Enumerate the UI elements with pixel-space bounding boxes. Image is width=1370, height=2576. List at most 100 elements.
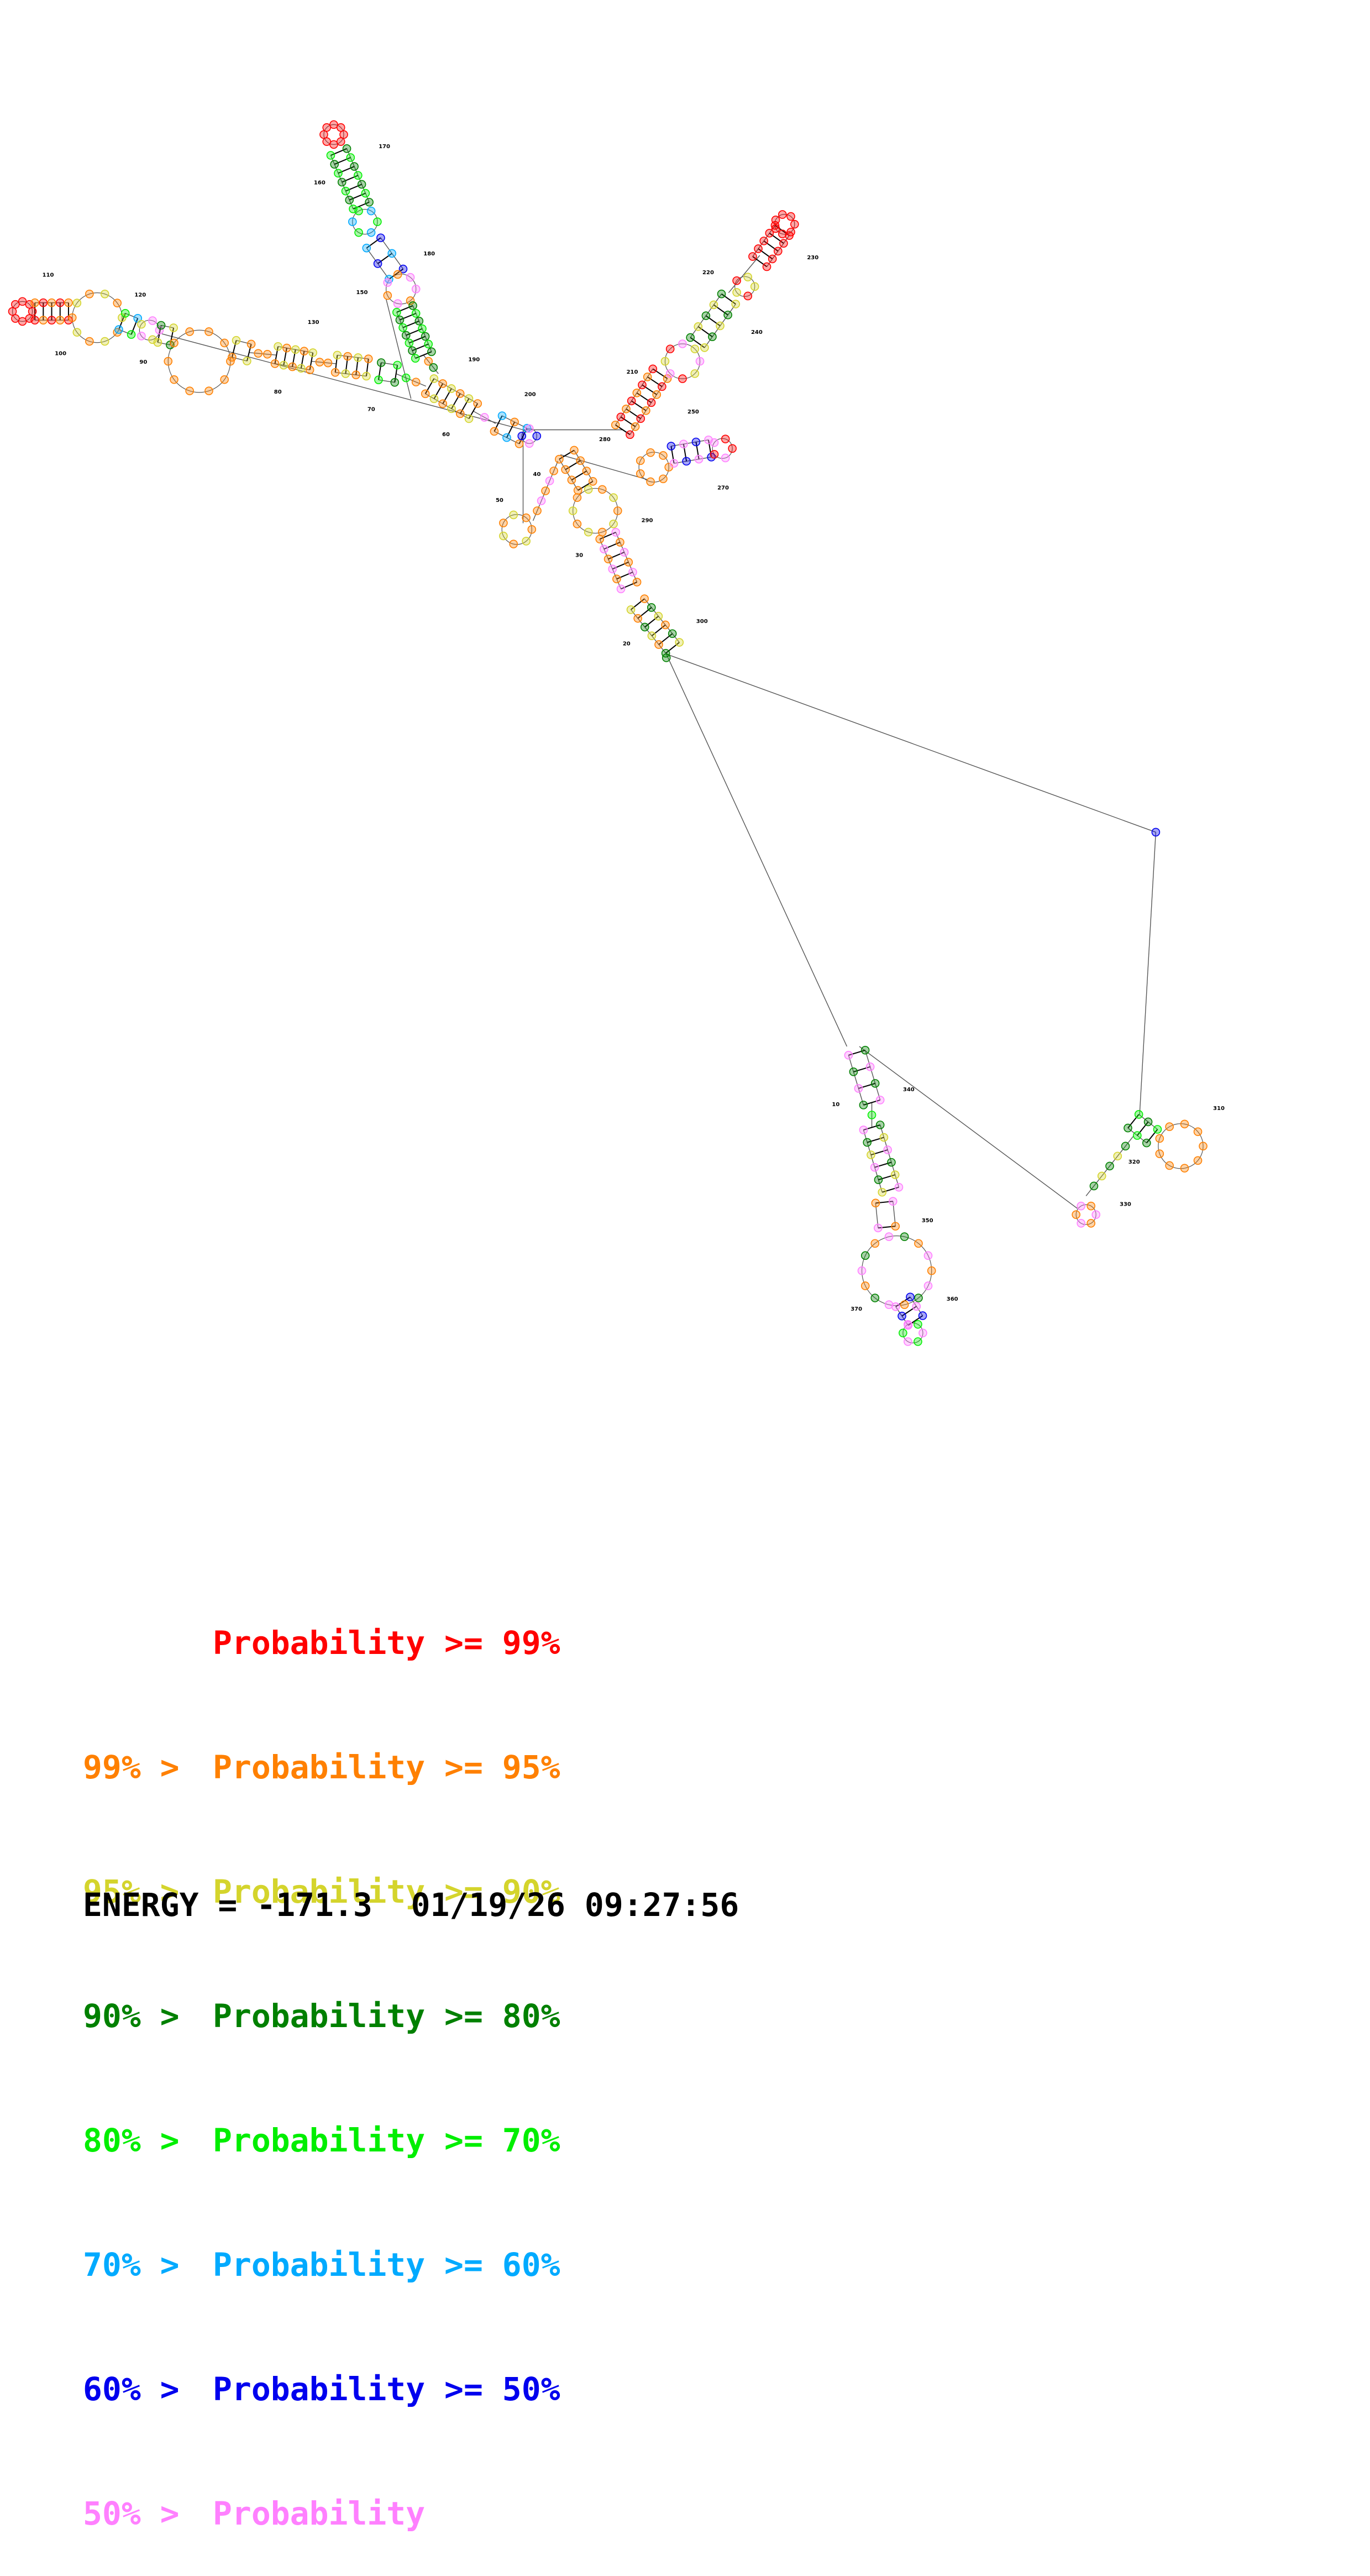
nucleotide bbox=[731, 300, 741, 308]
base-pair bbox=[396, 305, 413, 313]
base-pair bbox=[334, 157, 351, 165]
nucleotide bbox=[366, 206, 376, 216]
nucleotide bbox=[647, 398, 656, 407]
nucleotide bbox=[860, 1281, 870, 1290]
nucleotide bbox=[871, 1198, 880, 1208]
nucleotide bbox=[408, 346, 417, 355]
position-label: 130 bbox=[308, 320, 319, 326]
nucleotide bbox=[204, 386, 213, 395]
nucleotide bbox=[675, 638, 684, 647]
nucleotide bbox=[411, 285, 421, 294]
base-pair bbox=[665, 642, 680, 654]
loop-backbone bbox=[139, 320, 160, 341]
loop-backbone bbox=[167, 329, 231, 393]
nucleotide bbox=[576, 456, 585, 465]
nucleotide bbox=[429, 363, 438, 372]
legend-label: Probability bbox=[213, 2246, 426, 2284]
base-pair bbox=[349, 192, 366, 201]
nucleotide bbox=[72, 328, 82, 337]
legend-suffix: >= 60% bbox=[444, 2246, 560, 2284]
base-pair bbox=[758, 248, 773, 260]
base-pair bbox=[494, 415, 503, 432]
position-label: 370 bbox=[851, 1306, 862, 1312]
nucleotide bbox=[626, 605, 636, 614]
nucleotide bbox=[663, 374, 672, 383]
nucleotide bbox=[646, 477, 655, 486]
nucleotide bbox=[67, 313, 77, 322]
nucleotide bbox=[341, 369, 350, 378]
nucleotide bbox=[455, 389, 465, 398]
nucleotide bbox=[322, 137, 332, 146]
nucleotide bbox=[357, 180, 366, 189]
position-label: 340 bbox=[903, 1087, 915, 1093]
nucleotide bbox=[499, 531, 508, 541]
nucleotide bbox=[55, 316, 65, 324]
nucleotide bbox=[300, 347, 309, 356]
nucleotide bbox=[308, 348, 317, 357]
nucleotide bbox=[914, 1320, 922, 1329]
nucleotide bbox=[595, 535, 605, 544]
nucleotide bbox=[374, 375, 383, 384]
nucleotide bbox=[710, 438, 719, 447]
loop-backbone bbox=[386, 274, 417, 305]
position-label: 310 bbox=[1213, 1106, 1225, 1112]
nucleotide bbox=[366, 228, 376, 237]
loop-backbone bbox=[72, 292, 123, 343]
nucleotide bbox=[648, 364, 658, 374]
nucleotide bbox=[609, 520, 618, 528]
position-label: 190 bbox=[468, 357, 480, 363]
loop-backbone bbox=[774, 214, 795, 235]
nucleotide bbox=[18, 317, 27, 326]
nucleotide bbox=[392, 308, 401, 317]
nucleotide bbox=[759, 237, 768, 245]
base-pair bbox=[881, 1186, 899, 1193]
base-pair bbox=[863, 1099, 880, 1106]
nucleotide bbox=[883, 1145, 892, 1154]
base-pair bbox=[571, 470, 587, 481]
legend-prefix: 70% > bbox=[83, 2246, 180, 2284]
position-label: 270 bbox=[717, 485, 729, 491]
nucleotide bbox=[522, 513, 531, 522]
legend-row-1: 99% > Probability >= 95% bbox=[83, 1747, 560, 1788]
base-pair bbox=[874, 1161, 892, 1168]
position-label: 40 bbox=[533, 472, 541, 478]
nucleotide bbox=[647, 603, 656, 612]
base-pair bbox=[620, 416, 636, 427]
base-pair bbox=[616, 572, 633, 580]
nucleotide bbox=[616, 412, 626, 422]
legend-row-3: 90% > Probability >= 80% bbox=[83, 1996, 560, 2037]
nucleotide bbox=[510, 417, 519, 427]
base-pair bbox=[345, 184, 362, 192]
position-label: 120 bbox=[134, 292, 146, 298]
nucleotide bbox=[408, 301, 417, 310]
base-pair bbox=[637, 607, 652, 619]
long-link bbox=[859, 1046, 1078, 1209]
nucleotide bbox=[228, 353, 237, 362]
nucleotide bbox=[918, 1328, 927, 1338]
nucleotide bbox=[319, 130, 328, 139]
base-pair bbox=[130, 318, 139, 335]
nucleotide bbox=[524, 439, 534, 448]
backbone-strand bbox=[879, 1124, 900, 1187]
nucleotide bbox=[341, 186, 350, 196]
legend-suffix: >= 95% bbox=[444, 1748, 560, 1786]
nucleotide bbox=[1077, 1201, 1085, 1211]
backbone-strand bbox=[232, 357, 248, 362]
nucleotide bbox=[18, 297, 27, 306]
nucleotide bbox=[679, 439, 688, 449]
nucleotide bbox=[654, 611, 663, 621]
position-label: 110 bbox=[43, 272, 54, 278]
base-pair bbox=[1127, 1114, 1140, 1129]
energy-value: ENERGY = -171.3 bbox=[83, 1886, 372, 1924]
nucleotide bbox=[220, 375, 229, 384]
nucleotide bbox=[170, 375, 179, 384]
base-pair bbox=[870, 1149, 888, 1156]
nucleotide bbox=[1193, 1156, 1203, 1165]
base-pair bbox=[338, 166, 355, 174]
base-pair bbox=[895, 1296, 911, 1307]
nucleotide bbox=[362, 371, 371, 381]
nucleotide bbox=[573, 520, 582, 528]
nucleotide bbox=[1089, 1181, 1099, 1191]
nucleotide bbox=[642, 406, 650, 415]
legend-suffix: >= 90% bbox=[444, 1873, 560, 1910]
